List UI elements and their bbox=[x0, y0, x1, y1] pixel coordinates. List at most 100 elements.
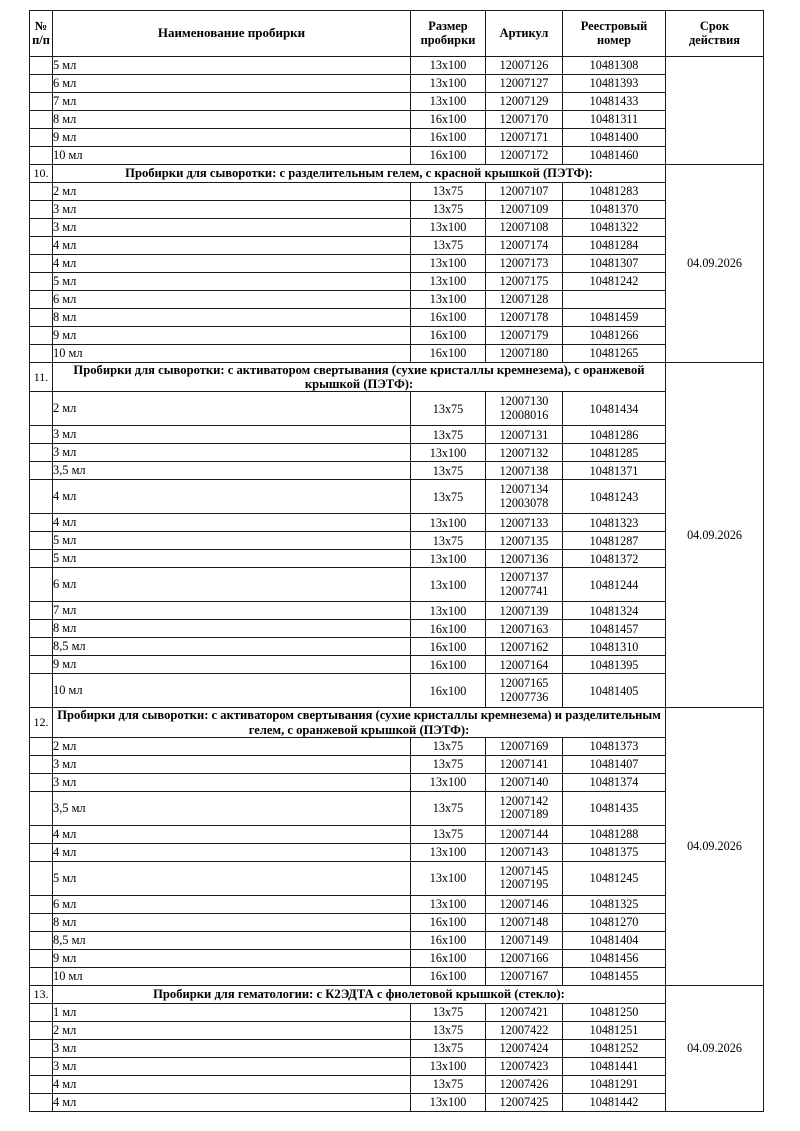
cell-tube-name: 9 мл bbox=[52, 326, 411, 345]
cell-tube-name: 8 мл bbox=[52, 912, 411, 932]
cell-tube-name: 3 мл bbox=[52, 1056, 411, 1076]
cell-tube-size: 16x100 bbox=[410, 344, 486, 363]
cell-number bbox=[29, 128, 53, 147]
table-row: 9 мл 16x100 12007166 10481456 bbox=[29, 948, 764, 968]
table-row: 6 мл 13x100 12007146 10481325 bbox=[29, 894, 764, 914]
cell-tube-name: 8 мл bbox=[52, 110, 411, 129]
cell-article: 12007175 bbox=[485, 272, 563, 291]
section-header-row: 13. Пробирки для гематологии: с К2ЭДТА с … bbox=[29, 984, 764, 1112]
cell-tube-size: 13x100 bbox=[410, 567, 486, 603]
cell-registry-number: 10481322 bbox=[562, 218, 666, 237]
cell-number bbox=[29, 443, 53, 463]
cell-tube-name: 9 мл bbox=[52, 655, 411, 675]
cell-number bbox=[29, 74, 53, 93]
table-row: 8,5 мл 16x100 12007162 10481310 bbox=[29, 637, 764, 657]
cell-tube-name: 8,5 мл bbox=[52, 930, 411, 950]
cell-registry-number: 10481243 bbox=[562, 479, 666, 515]
table-row: 2 мл 13x75 12007422 10481251 bbox=[29, 1020, 764, 1040]
cell-tube-name: 4 мл bbox=[52, 824, 411, 844]
cell-tube-size: 13x75 bbox=[410, 1002, 486, 1022]
cell-number bbox=[29, 790, 53, 826]
cell-tube-name: 8 мл bbox=[52, 619, 411, 639]
cell-registry-number: 10481405 bbox=[562, 673, 666, 709]
cell-tube-name: 3,5 мл bbox=[52, 790, 411, 826]
section-number: 12. bbox=[29, 707, 53, 738]
cell-registry-number: 10481242 bbox=[562, 272, 666, 291]
cell-article: 12007169 bbox=[485, 736, 563, 756]
cell-tube-name: 3 мл bbox=[52, 218, 411, 237]
table-row: 7 мл 13x100 12007129 10481433 bbox=[29, 92, 764, 111]
cell-tube-size: 16x100 bbox=[410, 930, 486, 950]
cell-article: 12007138 bbox=[485, 461, 563, 481]
cell-registry-number: 10481270 bbox=[562, 912, 666, 932]
cell-number bbox=[29, 894, 53, 914]
cell-registry-number: 10481374 bbox=[562, 772, 666, 792]
section-title: Пробирки для сыворотки: с активатором св… bbox=[52, 707, 666, 738]
cell-tube-size: 13x75 bbox=[410, 391, 486, 427]
table-body: 5 мл 13x100 12007126 10481308 6 мл 13x100 1200… bbox=[29, 56, 764, 1112]
cell-number bbox=[29, 601, 53, 621]
table-row: 4 мл 13x75 12007174 10481284 bbox=[29, 236, 764, 255]
cell-number bbox=[29, 655, 53, 675]
cell-registry-number: 10481455 bbox=[562, 966, 666, 986]
table-row: 3 мл 13x100 12007108 10481322 bbox=[29, 218, 764, 237]
cell-registry-number: 10481460 bbox=[562, 146, 666, 165]
cell-tube-name: 3 мл bbox=[52, 772, 411, 792]
table-row: 3 мл 13x75 12007131 10481286 bbox=[29, 425, 764, 445]
cell-article: 12007131 bbox=[485, 425, 563, 445]
cell-article: 12007179 bbox=[485, 326, 563, 345]
column-header-number: № п/п bbox=[29, 10, 53, 57]
cell-tube-name: 8,5 мл bbox=[52, 637, 411, 657]
table-row: 9 мл 16x100 12007179 10481266 bbox=[29, 326, 764, 345]
cell-number bbox=[29, 56, 53, 75]
cell-tube-name: 5 мл bbox=[52, 549, 411, 569]
table-row: 3 мл 13x75 12007424 10481252 bbox=[29, 1038, 764, 1058]
cell-tube-name: 4 мл bbox=[52, 254, 411, 273]
cell-article: 12007166 bbox=[485, 948, 563, 968]
cell-number bbox=[29, 842, 53, 862]
cell-registry-number: 10481407 bbox=[562, 754, 666, 774]
cell-registry-number: 10481308 bbox=[562, 56, 666, 75]
cell-number bbox=[29, 1002, 53, 1022]
cell-registry-number: 10481371 bbox=[562, 461, 666, 481]
cell-article: 12007167 bbox=[485, 966, 563, 986]
cell-tube-size: 13x100 bbox=[410, 272, 486, 291]
cell-registry-number: 10481244 bbox=[562, 567, 666, 603]
column-header-article: Артикул bbox=[485, 10, 563, 57]
cell-article: 12007127 bbox=[485, 74, 563, 93]
table-row: 4 мл 13x100 12007173 10481307 bbox=[29, 254, 764, 273]
cell-article: 12007132 bbox=[485, 443, 563, 463]
cell-registry-number: 10481311 bbox=[562, 110, 666, 129]
cell-tube-size: 13x100 bbox=[410, 1092, 486, 1112]
cell-tube-name: 2 мл bbox=[52, 182, 411, 201]
section-title: Пробирки для сыворотки: с активатором св… bbox=[52, 361, 666, 393]
cell-article: 12007143 bbox=[485, 842, 563, 862]
cell-number bbox=[29, 146, 53, 165]
cell-tube-name: 4 мл bbox=[52, 479, 411, 515]
cell-article: 12007174 bbox=[485, 236, 563, 255]
table-row: 6 мл 13x100 12007137 12007741 10481244 bbox=[29, 567, 764, 603]
cell-number bbox=[29, 200, 53, 219]
cell-number bbox=[29, 772, 53, 792]
cell-registry-number: 10481307 bbox=[562, 254, 666, 273]
cell-number bbox=[29, 637, 53, 657]
cell-tube-size: 13x75 bbox=[410, 461, 486, 481]
table-row: 4 мл 13x100 12007133 10481323 bbox=[29, 513, 764, 533]
cell-number bbox=[29, 254, 53, 273]
table-row: 2 мл 13x75 12007130 12008016 10481434 bbox=[29, 391, 764, 427]
cell-number bbox=[29, 461, 53, 481]
cell-article: 12007139 bbox=[485, 601, 563, 621]
section-title: Пробирки для сыворотки: с разделительным… bbox=[52, 164, 666, 183]
cell-tube-size: 13x75 bbox=[410, 824, 486, 844]
cell-article: 12007148 bbox=[485, 912, 563, 932]
cell-tube-size: 16x100 bbox=[410, 146, 486, 165]
cell-tube-name: 5 мл bbox=[52, 56, 411, 75]
cell-number bbox=[29, 860, 53, 896]
table-row: 5 мл 13x100 12007136 10481372 bbox=[29, 549, 764, 569]
cell-tube-size: 16x100 bbox=[410, 326, 486, 345]
cell-number bbox=[29, 930, 53, 950]
table-row: 2 мл 13x75 12007107 10481283 bbox=[29, 182, 764, 201]
cell-tube-size: 13x75 bbox=[410, 736, 486, 756]
cell-tube-size: 13x100 bbox=[410, 894, 486, 914]
table-row: 9 мл 16x100 12007164 10481395 bbox=[29, 655, 764, 675]
